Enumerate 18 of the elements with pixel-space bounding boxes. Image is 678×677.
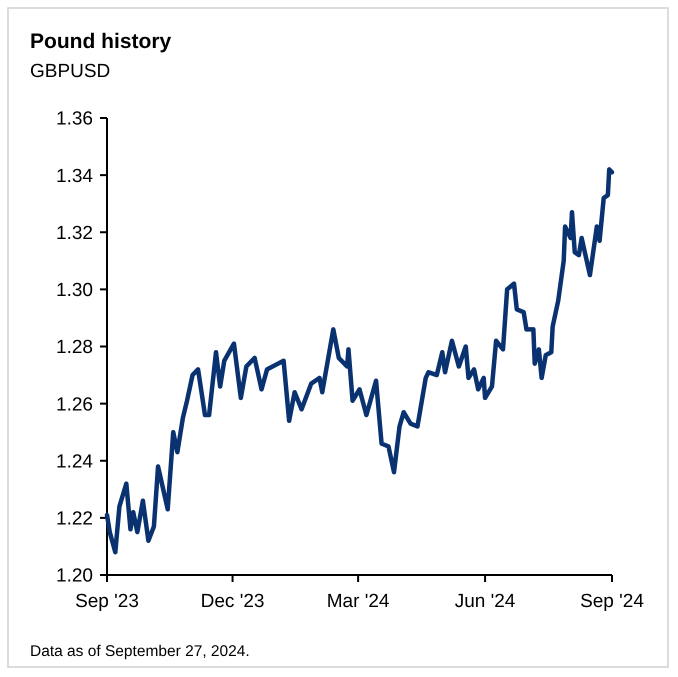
chart-subtitle: GBPUSD: [30, 61, 110, 82]
y-tick-label: 1.28: [56, 337, 93, 358]
x-tick-label: Sep '23: [75, 591, 139, 612]
y-tick-label: 1.22: [56, 508, 93, 530]
y-tick-label: 1.26: [56, 394, 93, 416]
text: Data as of September 27, 2024.: [30, 643, 250, 660]
chart-title: Pound history: [30, 30, 172, 53]
y-tick-label: 1.32: [56, 222, 93, 244]
x-tick-label: Mar '24: [326, 591, 390, 612]
y-tick-label: 1.34: [56, 166, 94, 187]
x-tick-label: Dec '23: [200, 591, 264, 612]
x-tick-label: Jun '24: [454, 591, 516, 612]
y-tick-label: 1.30: [56, 280, 93, 302]
y-tick-label: 1.24: [56, 451, 94, 472]
y-tick-label: 1.20: [56, 566, 93, 587]
y-tick-label: 1.36: [56, 108, 93, 130]
line-series: [104, 167, 614, 554]
x-tick-label: Sep '24: [580, 591, 644, 612]
